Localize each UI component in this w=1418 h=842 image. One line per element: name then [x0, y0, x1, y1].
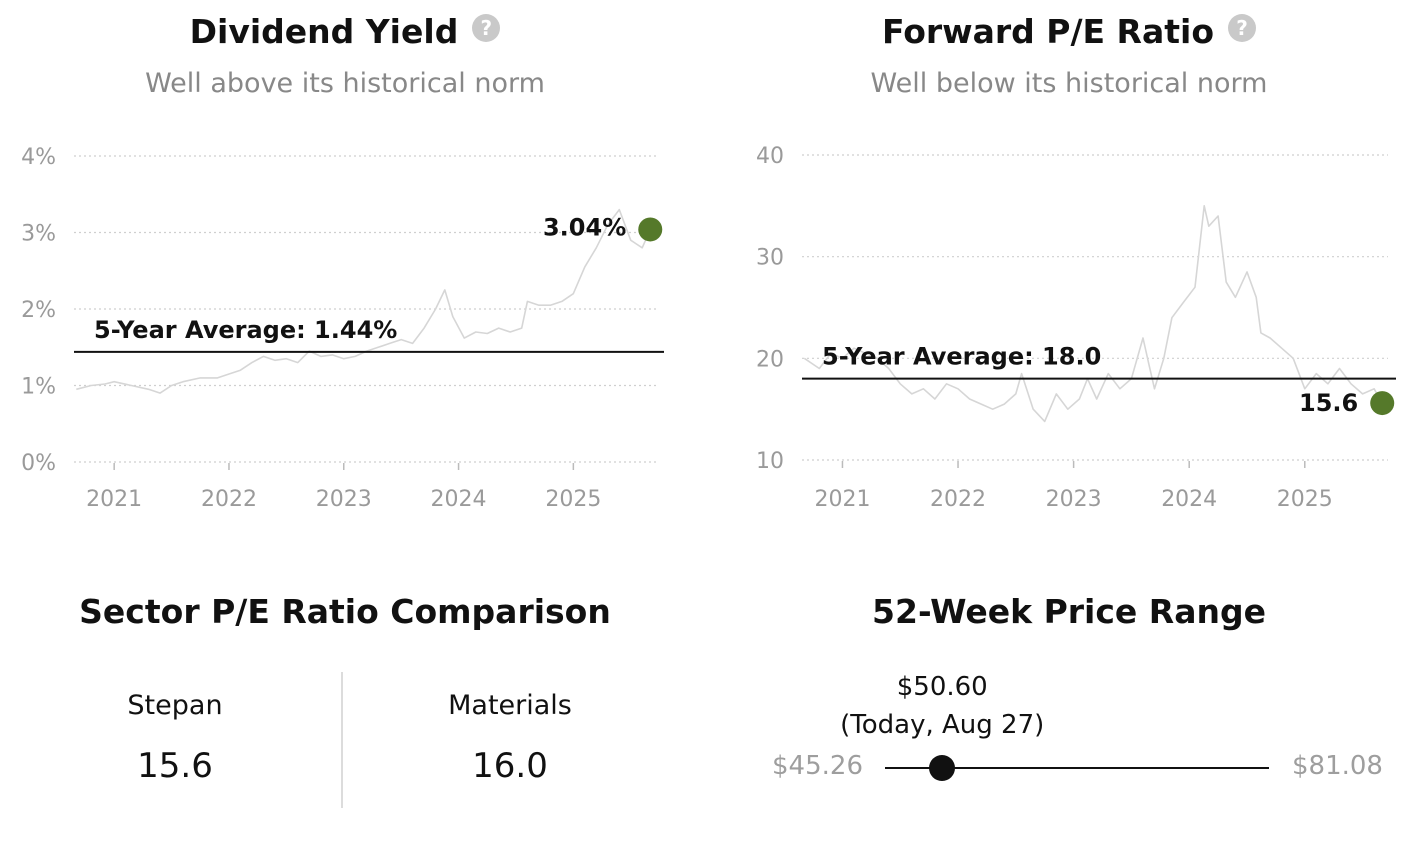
latest-value-dot	[1370, 391, 1395, 416]
question-circle-icon[interactable]: ?	[472, 13, 501, 42]
dividend-yield-chart: 0% 1% 2% 3% 4% 2021 2022 2023 2024 2025 5-Year Ave…	[21, 145, 664, 512]
y-tick-label: 4%	[21, 145, 56, 170]
y-tick-label: 10	[756, 449, 784, 474]
current-price-label: $50.60	[896, 672, 988, 702]
dividend-yield-panel: Dividend Yield? Well above its historica…	[0, 0, 690, 540]
y-tick-label: 40	[756, 144, 784, 169]
sector-pe-title: Sector P/E Ratio Comparison	[79, 592, 611, 631]
x-tick-label: 2025	[1277, 487, 1333, 512]
y-tick-label: 2%	[21, 298, 56, 323]
sector-label: Materials	[448, 690, 572, 721]
forward-pe-panel: Forward P/E Ratio? Well below its histor…	[720, 0, 1418, 540]
latest-value-dot	[638, 217, 663, 242]
range-track	[885, 767, 1269, 769]
y-tick-label: 3%	[21, 222, 56, 247]
latest-value-label: 15.6	[1299, 389, 1358, 417]
x-tick-label: 2022	[201, 487, 257, 512]
y-tick-label: 20	[756, 347, 784, 372]
price-range-panel: 52-Week Price Range $50.60 (Today, Aug 2…	[720, 570, 1418, 842]
forward-pe-title: Forward P/E Ratio	[882, 12, 1214, 51]
y-tick-label: 0%	[21, 451, 56, 476]
series-line	[76, 208, 652, 394]
series-line	[803, 205, 1383, 423]
x-tick-label: 2021	[86, 487, 142, 512]
current-price-marker	[929, 755, 956, 781]
forward-pe-title-row: Forward P/E Ratio?	[720, 12, 1418, 56]
dividend-yield-subtitle: Well above its historical norm	[145, 68, 545, 99]
sector-pe-value: 16.0	[472, 746, 548, 786]
company-label: Stepan	[127, 690, 223, 721]
sector-divider	[341, 672, 343, 808]
company-pe-value: 15.6	[137, 746, 213, 786]
x-tick-label: 2024	[431, 487, 487, 512]
average-label: 5-Year Average: 18.0	[822, 343, 1101, 371]
forward-pe-chart: 10 20 30 40 2021 2022 2023 2024 2025 5-Year Avera…	[756, 144, 1396, 512]
x-tick-label: 2024	[1161, 487, 1217, 512]
x-tick-label: 2021	[814, 487, 870, 512]
x-tick-label: 2022	[930, 487, 986, 512]
y-tick-label: 1%	[21, 375, 56, 400]
price-range-title: 52-Week Price Range	[872, 592, 1266, 631]
question-circle-icon[interactable]: ?	[1228, 13, 1256, 42]
average-label: 5-Year Average: 1.44%	[94, 316, 397, 344]
y-tick-label: 30	[756, 246, 784, 271]
current-price-date: (Today, Aug 27)	[840, 710, 1045, 740]
range-high-label: $81.08	[1292, 751, 1383, 781]
dividend-title-row: Dividend Yield?	[0, 12, 690, 56]
dividend-yield-title: Dividend Yield	[189, 12, 459, 51]
x-tick-label: 2025	[545, 487, 601, 512]
forward-pe-subtitle: Well below its historical norm	[870, 68, 1268, 99]
latest-value-label: 3.04%	[543, 213, 626, 241]
x-tick-label: 2023	[1046, 487, 1102, 512]
x-tick-label: 2023	[316, 487, 372, 512]
range-low-label: $45.26	[772, 751, 863, 781]
sector-pe-panel: Sector P/E Ratio Comparison Stepan 15.6 …	[0, 570, 690, 842]
